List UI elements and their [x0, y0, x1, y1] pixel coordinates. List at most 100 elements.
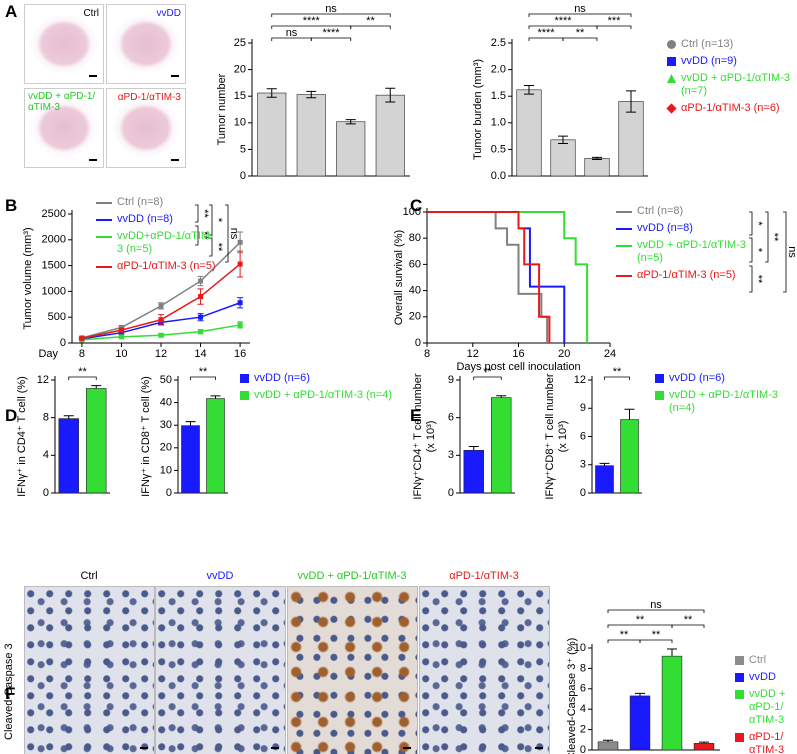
significance-bracket: [749, 211, 753, 236]
y-tick-label: 0: [580, 487, 586, 499]
bar: [296, 94, 326, 177]
y-axis-label: (x 10³): [425, 421, 437, 453]
error-bar: [635, 692, 645, 696]
y-tick-label: 0.5: [491, 143, 506, 155]
significance-label: ns: [286, 27, 298, 39]
legend-entry: vvDD (n=8): [616, 222, 748, 235]
significance-label: ns: [786, 246, 797, 258]
y-tick-label: 3: [448, 449, 454, 461]
scale-bar: [535, 747, 543, 749]
y-tick-label: 6: [448, 412, 454, 424]
legend-label: Ctrl (n=8): [117, 196, 164, 208]
significance-label: **: [78, 366, 87, 378]
bar: [595, 465, 614, 494]
y-tick-label: 8: [43, 412, 49, 424]
column-label: αPD-1/αTIM-3: [449, 570, 519, 582]
significance-bracket: [68, 376, 97, 380]
bar: [620, 419, 639, 494]
legend: Ctrl (n=8) vvDD (n=8) vvDD + αPD-1/αTIM-3 …: [616, 205, 748, 286]
panel-letter: A: [5, 2, 18, 21]
micrograph-label: Ctrl: [83, 8, 99, 19]
y-tick-label: 9: [448, 374, 454, 386]
x-tick-label: 24: [604, 348, 616, 360]
significance-bracket: [639, 639, 673, 643]
micrograph: vvDD + αPD-1/αTIM-3: [24, 88, 104, 168]
legend-marker: [667, 74, 676, 83]
legend-entry: αPD-1/αTIM-3 (n=5): [616, 269, 748, 282]
micrograph: [287, 586, 418, 754]
significance-label: **: [198, 209, 210, 218]
error-bar: [266, 88, 277, 98]
panel-letter: D: [5, 406, 18, 425]
legend-entry: vvDD + αPD-1/αTIM-3 (n=4): [655, 389, 795, 415]
x-axis-label: Days post cell inoculation: [456, 361, 580, 373]
legend-entry: Ctrl: [735, 654, 797, 667]
legend-entry: vvDD (n=6): [240, 372, 410, 385]
y-tick-label: 80: [409, 232, 421, 244]
significance-bracket: [749, 237, 753, 263]
marker: [118, 334, 124, 340]
y-tick-label: 2000: [42, 234, 66, 246]
error-bar: [624, 408, 635, 420]
x-axis-label: Day: [38, 348, 58, 360]
micrograph: vvDD: [106, 4, 186, 84]
survival-curve: [427, 211, 566, 343]
marker: [118, 327, 124, 333]
error-bar: [524, 85, 534, 95]
significance-label: **: [752, 275, 764, 284]
error-bar: [185, 421, 196, 426]
legend-label: αPD-1/αTIM-3: [749, 731, 785, 754]
micrograph-label: vvDD + αPD-1/αTIM-3: [28, 91, 96, 113]
significance-label: ns: [325, 3, 337, 15]
bar: [463, 450, 484, 494]
marker: [237, 300, 243, 306]
significance-bracket: [350, 25, 391, 29]
legend-entry: vvDD: [735, 671, 797, 684]
significance-label: *: [752, 221, 764, 226]
significance-bracket: [195, 225, 199, 246]
significance-bracket: [310, 37, 352, 41]
significance-bracket: [271, 13, 391, 17]
legend: Ctrl vvDD vvDD + αPD-1/αTIM-3 αPD-1/αTIM-3: [735, 654, 797, 754]
significance-label: ns: [228, 228, 240, 240]
scale-bar: [271, 747, 279, 749]
y-tick-label: 2.5: [491, 37, 506, 49]
y-tick-label: 1000: [42, 285, 66, 297]
micrograph: [155, 586, 286, 754]
legend-label: vvDD + αPD-1/αTIM-3 (n=4): [254, 389, 393, 401]
scale-bar: [403, 747, 411, 749]
significance-bracket: [765, 211, 769, 263]
significance-label: **: [652, 629, 661, 641]
y-tick-label: 0: [448, 487, 454, 499]
bar: [597, 741, 619, 751]
y-tick-label: 12: [37, 374, 49, 386]
bar: [336, 121, 366, 177]
y-axis-label: Tumor volume (mm³): [22, 227, 34, 329]
bar: [257, 92, 287, 177]
y-tick-label: 20: [234, 64, 246, 76]
legend-label: vvDD (n=8): [117, 213, 173, 225]
y-tick-label: 10: [574, 642, 586, 654]
significance-label: **: [768, 233, 780, 242]
marker: [237, 239, 243, 245]
micrograph-label: αPD-1/αTIM-3: [117, 92, 181, 103]
y-tick-label: 9: [580, 402, 586, 414]
y-tick-label: 25: [234, 37, 246, 49]
marker: [237, 261, 243, 267]
legend-marker: [96, 266, 112, 268]
error-bar: [667, 648, 677, 657]
column-label: Ctrl: [80, 570, 98, 582]
bar: [516, 89, 542, 177]
x-tick-label: 20: [558, 348, 570, 360]
bar: [86, 388, 107, 494]
marker: [118, 325, 124, 331]
legend-entry: Ctrl (n=8): [96, 196, 218, 209]
significance-bracket: [671, 624, 705, 628]
y-tick-label: 0: [166, 487, 172, 499]
micrograph: [24, 586, 155, 754]
significance-label: ****: [537, 27, 555, 39]
bar: [584, 158, 610, 177]
legend-label: αPD-1/αTIM-3 (n=6): [681, 102, 780, 114]
